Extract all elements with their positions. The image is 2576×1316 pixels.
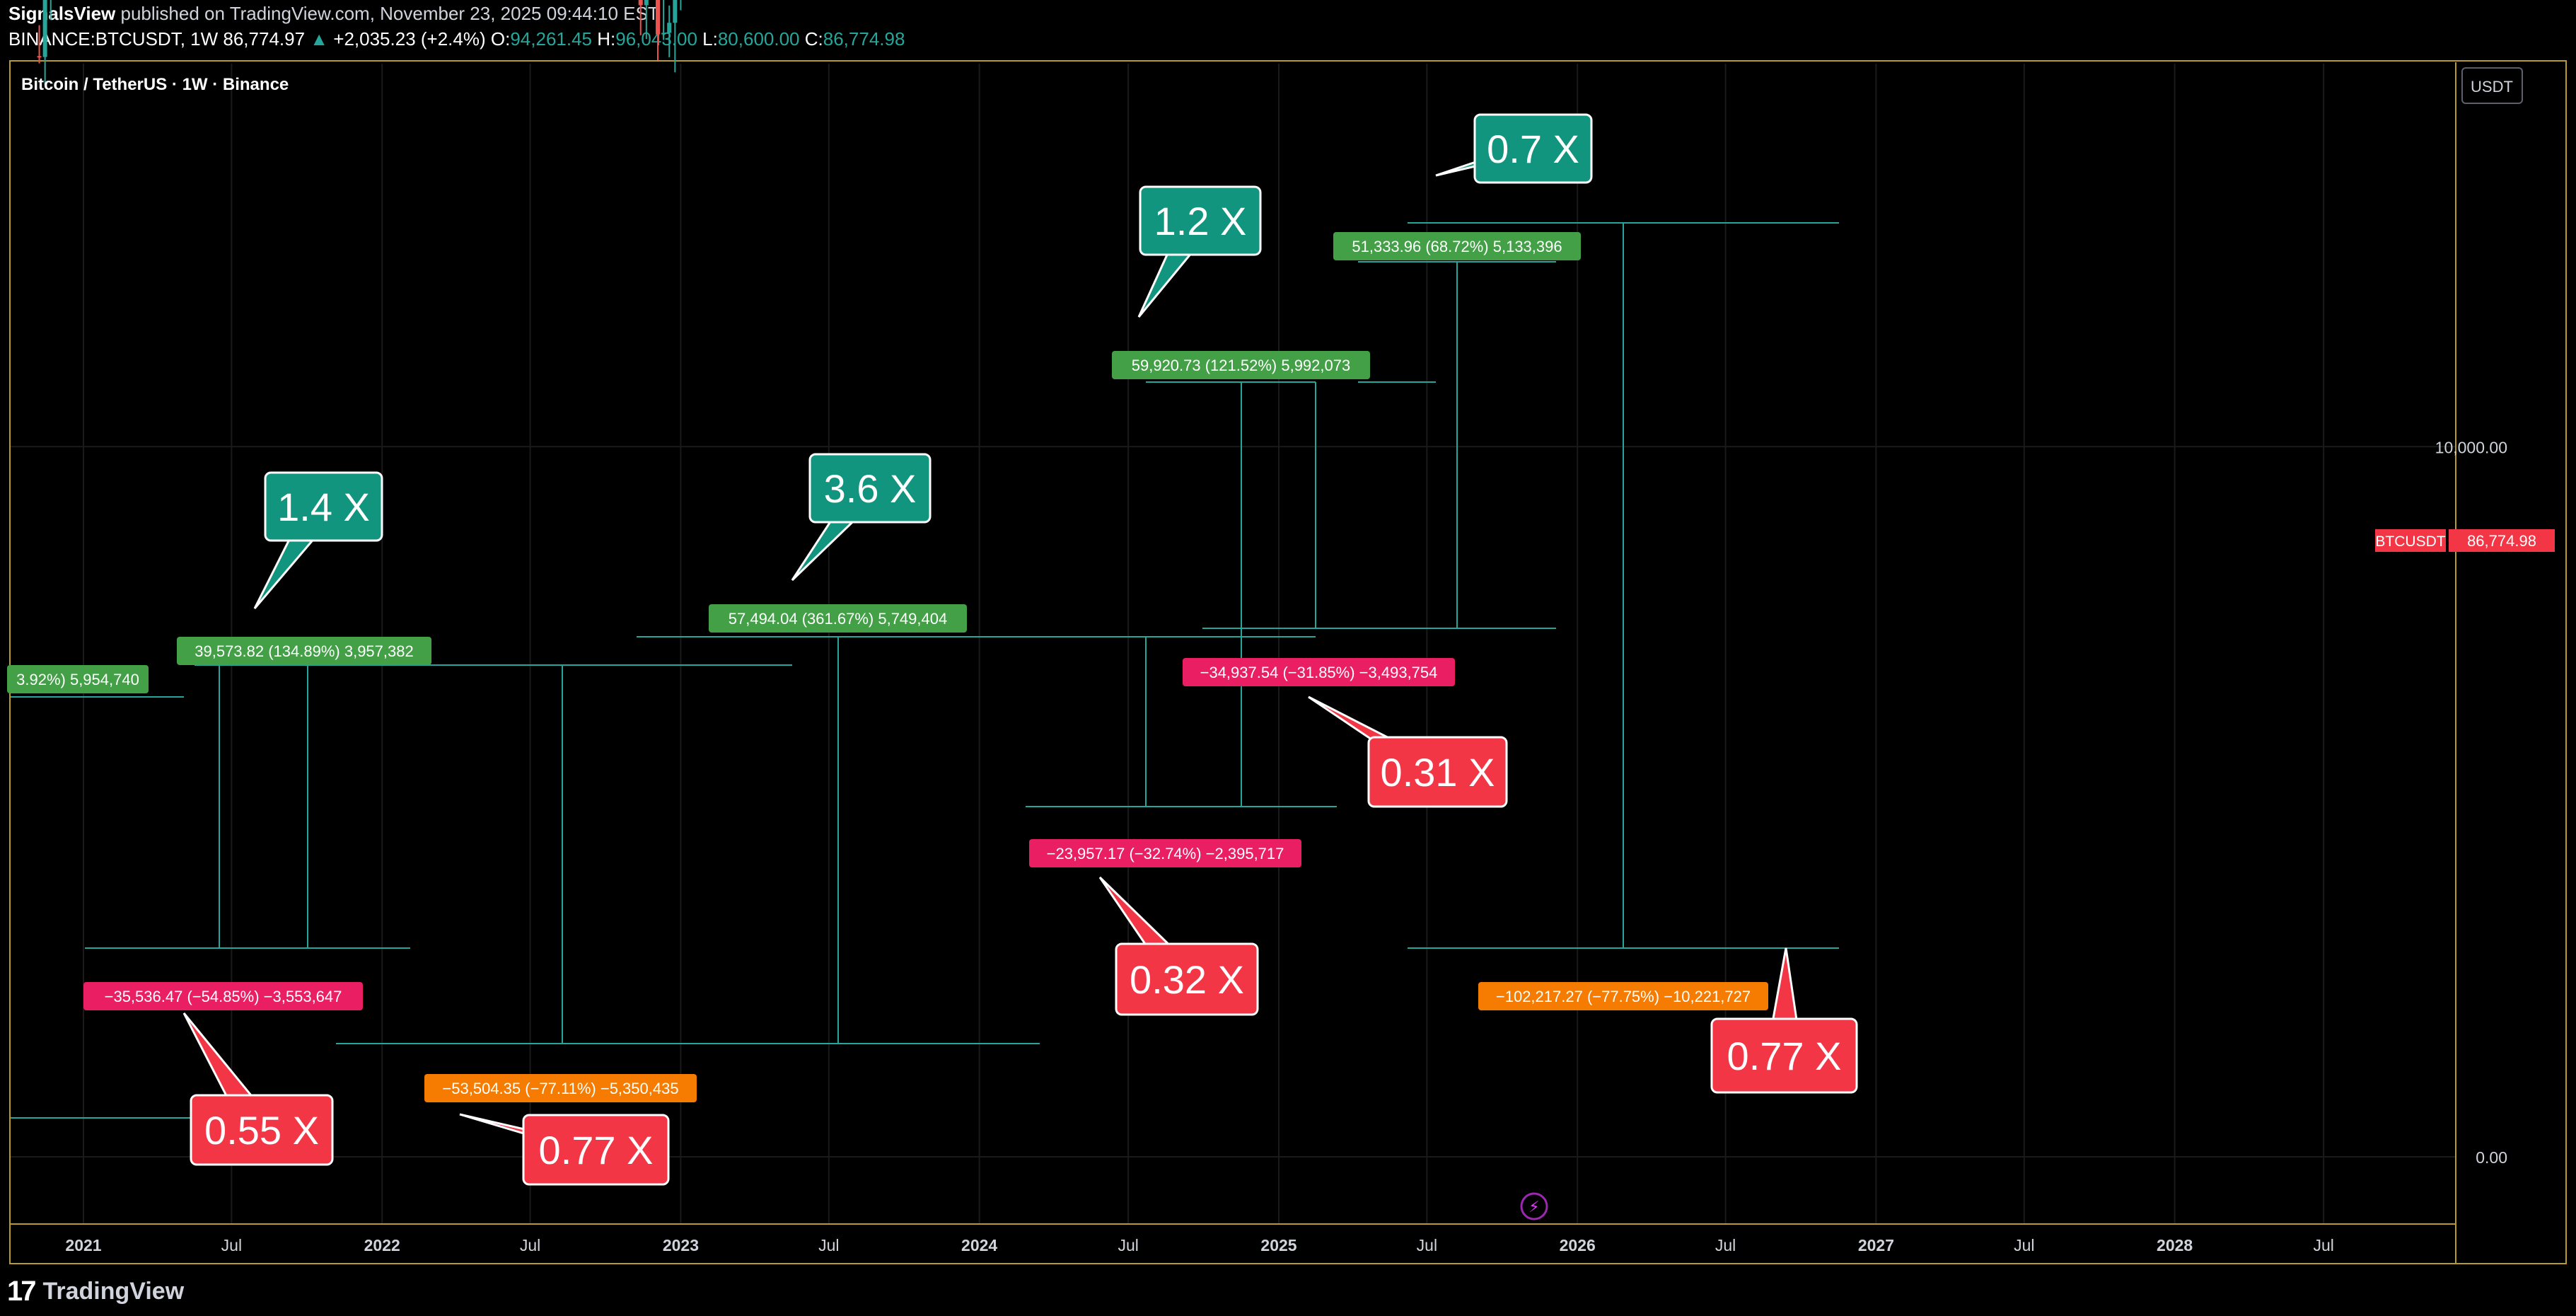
symbol-price-tag [2375, 529, 2446, 552]
axes: USDT Bitcoin / TetherUS · 1W · Binance ⚡… [11, 62, 2555, 1263]
open-label: O: [490, 28, 511, 50]
callout-box [190, 1094, 334, 1166]
author-name[interactable]: SignalsView [8, 3, 116, 24]
measure-label-text: −35,536.47 (−54.85%) −3,553,647 [105, 988, 342, 1005]
callout-box [1710, 1017, 1858, 1094]
measure-label-box [1029, 839, 1301, 867]
change-value: +2,035.23 (+2.4%) [333, 28, 486, 50]
callout-box [264, 471, 383, 542]
candle-body [644, 0, 649, 6]
callout-box [808, 453, 932, 524]
x-tick-label: 2027 [1858, 1236, 1894, 1254]
x-tick-label: Jul [818, 1236, 839, 1254]
close-label: C: [804, 28, 823, 50]
measure-label-box [1478, 982, 1768, 1010]
currency-label: USDT [2471, 78, 2513, 96]
y-tick-label: 0.00 [2476, 1148, 2507, 1167]
measure-label-box [709, 604, 967, 633]
candle-body [42, 0, 47, 57]
callout-text: 0.7 X [1487, 127, 1579, 171]
x-tick-label: Jul [2313, 1236, 2333, 1254]
callout-box [1115, 942, 1259, 1016]
last-price-tag [2449, 529, 2555, 552]
measure-label-text: 57,494.04 (361.67%) 5,749,404 [729, 610, 947, 628]
x-tick-label: 2028 [2157, 1236, 2193, 1254]
x-tick-label: Jul [520, 1236, 540, 1254]
lightning-icon[interactable] [1520, 1192, 1548, 1220]
measure-label-box [177, 637, 431, 665]
x-tick-label: Jul [221, 1236, 242, 1254]
measure-label-box [1183, 658, 1455, 686]
measure-label-box [1112, 351, 1370, 379]
tradingview-footer: 17 TradingView [7, 1274, 184, 1309]
publish-line: SignalsView published on TradingView.com… [8, 3, 659, 25]
callouts: 1.4 X 3.6 X 1.2 X 0.7 X 0.55 X 0.77 X 0.32 X 0.… [182, 113, 1858, 1186]
measure-label-text: −102,217.27 (−77.75%) −10,221,727 [1496, 988, 1751, 1005]
measure-lines [11, 222, 1839, 1119]
y-tick-label: 10,000.00 [2435, 438, 2507, 456]
last-price-tag-text: 86,774.98 [2467, 532, 2536, 550]
measure-label-text: 39,573.82 (134.89%) 3,957,382 [195, 642, 413, 660]
candle-body [673, 0, 678, 23]
chart-header: SignalsView published on TradingView.com… [0, 0, 2576, 59]
chart-frame [9, 60, 2567, 1264]
measure-label-text: −53,504.35 (−77.11%) −5,350,435 [442, 1080, 678, 1097]
x-tick-label: 2022 [364, 1236, 400, 1254]
measure-label-text: 51,333.96 (68.72%) 5,133,396 [1352, 238, 1562, 255]
close-value: 86,774.98 [823, 28, 905, 50]
candle-body [661, 33, 666, 35]
measure-label-text: −23,957.17 (−32.74%) −2,395,717 [1047, 845, 1284, 862]
symbol-price-tag-text: BTCUSDT [2375, 533, 2445, 550]
x-tick-label: Jul [1118, 1236, 1138, 1254]
candle-body [667, 23, 672, 33]
measure-label-box [1333, 232, 1581, 260]
currency-button[interactable] [2461, 67, 2523, 104]
grid [11, 64, 2456, 1224]
callout-box [1139, 185, 1262, 256]
high-label: H: [597, 28, 616, 50]
callout-text: 1.2 X [1154, 199, 1247, 243]
x-tick-label: 2025 [1260, 1236, 1296, 1254]
measure-label-box [7, 665, 149, 693]
ohlc-line: BINANCE:BTCUSDT, 1W 86,774.97 ▲ +2,035.2… [8, 28, 905, 50]
callout-text: 0.77 X [539, 1128, 654, 1172]
x-tick-label: 2026 [1560, 1236, 1596, 1254]
candle-body [638, 0, 643, 6]
callout-text: 3.6 X [824, 466, 917, 511]
lightning-glyph: ⚡ [1528, 1198, 1539, 1216]
measure-label-text: −34,937.54 (−31.85%) −3,493,754 [1200, 664, 1438, 681]
callout-text: 0.31 X [1381, 750, 1495, 795]
x-tick-label: 2021 [65, 1236, 101, 1254]
callout-box [1367, 736, 1508, 808]
tradingview-brand[interactable]: TradingView [42, 1277, 185, 1305]
measure-label-box [424, 1074, 697, 1102]
x-tick-label: Jul [2014, 1236, 2034, 1254]
x-tick-label: 2023 [663, 1236, 699, 1254]
callout-text: 0.55 X [204, 1108, 319, 1153]
candles [37, 0, 682, 85]
callout-box [1473, 113, 1593, 184]
callout-text: 0.77 X [1727, 1034, 1842, 1078]
x-tick-label: 2024 [961, 1236, 997, 1254]
measure-labels: 3.92%) 5,954,740 39,573.82 (134.89%) 3,95… [7, 232, 1768, 1102]
x-tick-label: Jul [1715, 1236, 1736, 1254]
measure-label-text: 3.92%) 5,954,740 [16, 671, 139, 688]
x-tick-label: Jul [1417, 1236, 1437, 1254]
candle-body [656, 0, 661, 35]
callout-box [522, 1114, 670, 1186]
callout-text: 1.4 X [277, 485, 370, 529]
chart-title: Bitcoin / TetherUS · 1W · Binance [21, 75, 289, 94]
candle-body [37, 56, 42, 58]
callout-text: 0.32 X [1130, 957, 1244, 1002]
measure-label-box [83, 982, 363, 1010]
tradingview-logo-icon[interactable]: 17 [7, 1275, 36, 1307]
measure-label-text: 59,920.73 (121.52%) 5,992,073 [1132, 357, 1350, 374]
low-value: 80,600.00 [717, 28, 800, 50]
published-text: published on TradingView.com, November 2… [120, 3, 659, 24]
change-up-icon: ▲ [310, 28, 329, 50]
last-price: 86,774.97 [223, 28, 306, 50]
open-value: 94,261.45 [510, 28, 593, 50]
low-label: L: [702, 28, 718, 50]
